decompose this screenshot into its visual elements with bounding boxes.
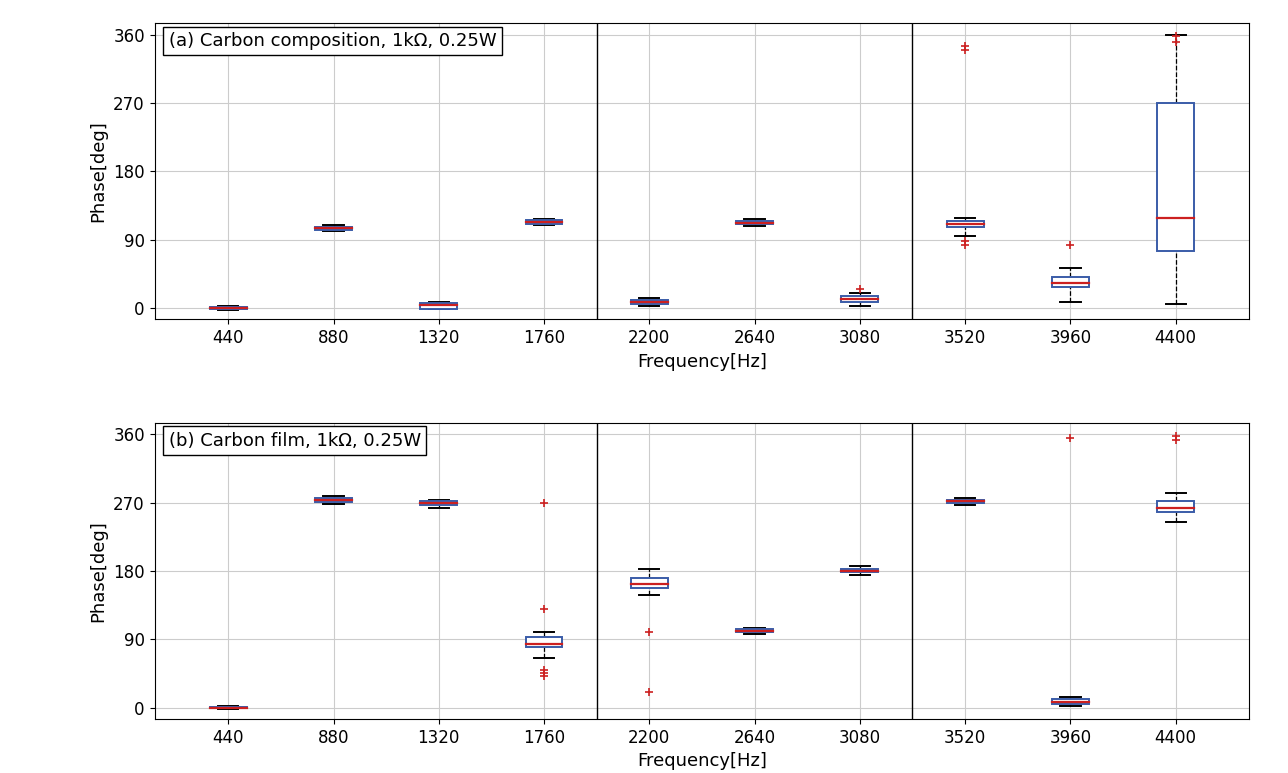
Bar	[1157, 103, 1194, 251]
Y-axis label: Phase[deg]: Phase[deg]	[90, 520, 108, 621]
Bar	[631, 578, 667, 588]
Bar	[316, 498, 352, 502]
Bar	[947, 499, 984, 502]
Bar	[631, 300, 667, 304]
Bar	[210, 707, 247, 708]
Bar	[316, 226, 352, 230]
Bar	[841, 569, 878, 572]
Bar	[420, 501, 457, 505]
Bar	[1052, 278, 1088, 287]
Bar	[1157, 501, 1194, 512]
Bar	[526, 637, 563, 647]
Bar	[1052, 699, 1088, 703]
Bar	[947, 221, 984, 226]
Bar	[420, 303, 457, 308]
Bar	[210, 308, 247, 309]
Text: (a) Carbon composition, 1kΩ, 0.25W: (a) Carbon composition, 1kΩ, 0.25W	[169, 32, 496, 50]
X-axis label: Frequency[Hz]: Frequency[Hz]	[638, 352, 766, 370]
Text: (b) Carbon film, 1kΩ, 0.25W: (b) Carbon film, 1kΩ, 0.25W	[169, 432, 421, 450]
Y-axis label: Phase[deg]: Phase[deg]	[90, 121, 108, 222]
X-axis label: Frequency[Hz]: Frequency[Hz]	[638, 752, 766, 770]
Bar	[737, 220, 773, 224]
Bar	[526, 220, 563, 223]
Bar	[841, 296, 878, 301]
Bar	[737, 629, 773, 632]
